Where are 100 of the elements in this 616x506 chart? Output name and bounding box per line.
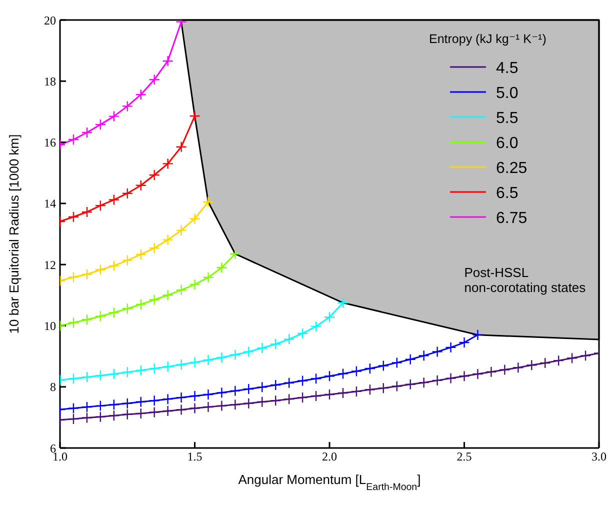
point: [378, 360, 389, 372]
point: [230, 398, 241, 410]
point: [94, 370, 106, 382]
point: [135, 396, 146, 408]
point: [337, 368, 349, 380]
x-tick-label: 2.5: [456, 450, 472, 464]
point: [94, 118, 106, 130]
y-tick-label: 10: [44, 318, 56, 333]
point: [162, 405, 174, 417]
point: [108, 110, 120, 122]
point: [94, 310, 106, 322]
legend-label: 6.5: [496, 185, 518, 202]
point: [243, 398, 254, 409]
point: [216, 352, 228, 364]
point: [324, 388, 336, 400]
point: [458, 370, 470, 382]
point: [135, 298, 146, 310]
point: [148, 294, 160, 306]
y-tick-label: 12: [44, 258, 56, 272]
point: [122, 398, 133, 409]
point: [391, 357, 402, 368]
point: [350, 366, 362, 377]
point: [68, 402, 80, 414]
point: [472, 368, 484, 380]
x-axis-title: Angular Momentum [L$_{Earth-Moon}$]: [238, 472, 421, 492]
legend-label: 5.5: [496, 110, 518, 127]
legend-label: 6.75: [496, 210, 528, 227]
x-tick-label: 3.0: [592, 450, 606, 464]
point: [81, 206, 93, 218]
point: [68, 317, 80, 328]
point: [135, 180, 146, 191]
point: [94, 264, 106, 276]
point: [122, 254, 133, 266]
y-tick-label: 16: [44, 136, 56, 150]
point: [108, 260, 120, 272]
legend-title: Entropy (kJ kg⁻¹ K⁻¹): [429, 32, 546, 46]
point: [404, 354, 416, 365]
point: [94, 400, 106, 412]
legend-label: 4.5: [496, 60, 518, 77]
legend-label: 5.0: [496, 85, 518, 102]
point: [148, 74, 160, 86]
point: [364, 384, 376, 396]
point: [81, 412, 93, 424]
point: [189, 402, 200, 414]
point: [162, 55, 174, 67]
point: [230, 349, 241, 360]
point: [148, 395, 160, 406]
point: [148, 169, 160, 181]
point: [364, 362, 376, 374]
point: [68, 272, 80, 283]
point: [122, 408, 133, 420]
y-axis-title: 10 bar Equitorial Radius [1000 km]: [6, 134, 22, 334]
point: [162, 361, 174, 372]
point: [81, 268, 93, 280]
point: [296, 375, 308, 386]
point: [216, 400, 228, 412]
point: [216, 387, 228, 398]
point: [108, 410, 120, 422]
point: [580, 350, 592, 362]
point: [432, 346, 443, 358]
point: [68, 134, 80, 146]
point: [162, 393, 174, 405]
point: [94, 200, 106, 212]
point: [148, 362, 160, 374]
legend-label: 6.25: [496, 160, 528, 177]
point: [445, 372, 456, 384]
point: [122, 100, 133, 112]
point: [202, 401, 214, 413]
point: [122, 366, 133, 378]
point: [283, 377, 295, 388]
point: [122, 188, 133, 199]
point: [256, 342, 268, 354]
point: [176, 404, 187, 416]
point: [350, 386, 362, 398]
point: [270, 395, 282, 406]
point: [418, 376, 430, 388]
point: [162, 234, 174, 246]
point: [283, 393, 295, 405]
x-tick-label: 1.5: [187, 450, 202, 464]
point: [202, 354, 214, 366]
point: [162, 158, 174, 170]
point: [68, 373, 80, 384]
legend-label: 6.0: [496, 135, 518, 152]
point: [310, 390, 322, 402]
point: [310, 373, 322, 384]
annotation: Post-HSSL non-corotating states: [464, 264, 586, 295]
point: [324, 370, 336, 382]
y-tick-label: 18: [44, 74, 56, 88]
point: [189, 356, 200, 368]
point: [148, 242, 160, 254]
point: [499, 364, 510, 376]
point: [189, 390, 200, 402]
point: [108, 306, 120, 318]
point: [552, 354, 564, 366]
point: [122, 302, 133, 314]
point: [94, 411, 106, 422]
point: [68, 413, 80, 425]
point: [176, 358, 187, 370]
point: [432, 374, 443, 386]
point: [108, 398, 120, 410]
